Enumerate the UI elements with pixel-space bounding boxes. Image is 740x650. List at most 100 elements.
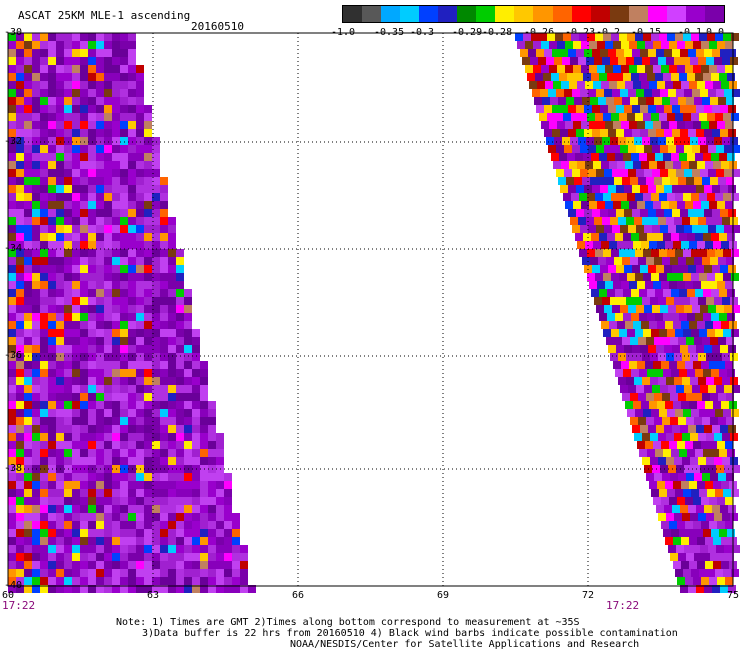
swath-cell xyxy=(128,441,136,449)
swath-cell xyxy=(136,177,144,185)
swath-cell xyxy=(240,577,248,585)
swath-cell xyxy=(730,217,738,225)
swath-cell xyxy=(555,33,563,41)
swath-cell xyxy=(703,449,711,457)
swath-cell xyxy=(714,217,722,225)
swath-cell xyxy=(16,49,24,57)
swath-cell xyxy=(120,409,128,417)
swath-cell xyxy=(80,121,88,129)
swath-cell xyxy=(56,369,64,377)
swath-cell xyxy=(152,161,160,169)
swath-cell xyxy=(611,249,619,257)
swath-cell xyxy=(240,585,248,593)
swath-cell xyxy=(667,489,675,497)
swath-cell xyxy=(24,337,32,345)
swath-cell xyxy=(72,105,80,113)
swath-cell xyxy=(216,553,224,561)
swath-cell xyxy=(611,329,619,337)
swath-cell xyxy=(723,273,731,281)
swath-cell xyxy=(168,305,176,313)
swath-cell xyxy=(216,433,224,441)
swath-cell xyxy=(88,409,96,417)
y-tick-label: -32 xyxy=(4,136,23,147)
swath-cell xyxy=(24,545,32,553)
swath-cell xyxy=(144,297,152,305)
swath-cell xyxy=(48,529,56,537)
swath-cell xyxy=(128,297,136,305)
swath-cell xyxy=(120,57,128,65)
swath-cell xyxy=(24,441,32,449)
swath-cell xyxy=(663,289,671,297)
swath-cell xyxy=(675,489,683,497)
swath-cell xyxy=(120,33,128,41)
swath-cell xyxy=(579,33,587,41)
swath-cell xyxy=(728,129,736,137)
swath-cell xyxy=(24,305,32,313)
swath-cell xyxy=(565,41,573,49)
swath-cell xyxy=(160,513,168,521)
swath-cell xyxy=(112,233,120,241)
swath-cell xyxy=(112,33,120,41)
swath-cell xyxy=(662,257,670,265)
swath-cell xyxy=(8,441,16,449)
swath-cell xyxy=(24,569,32,577)
swath-cell xyxy=(152,417,160,425)
swath-cell xyxy=(232,585,240,593)
swath-cell xyxy=(208,497,216,505)
swath-cell xyxy=(136,89,144,97)
swath-cell xyxy=(120,513,128,521)
swath-cell xyxy=(603,273,611,281)
swath-cell xyxy=(176,569,184,577)
swath-cell xyxy=(658,377,666,385)
swath-cell xyxy=(615,369,623,377)
swath-cell xyxy=(562,57,570,65)
swath-cell xyxy=(80,441,88,449)
swath-cell xyxy=(56,289,64,297)
swath-cell xyxy=(48,497,56,505)
colorbar-swatch xyxy=(476,6,496,22)
swath-cell xyxy=(88,545,96,553)
swath-cell xyxy=(575,153,583,161)
swath-cell xyxy=(568,129,576,137)
swath-cell xyxy=(691,113,699,121)
swath-cell xyxy=(694,553,702,561)
swath-cell xyxy=(725,201,733,209)
swath-cell xyxy=(710,97,718,105)
swath-cell xyxy=(645,441,653,449)
swath-cell xyxy=(639,449,647,457)
swath-cell xyxy=(639,289,647,297)
swath-cell xyxy=(128,265,136,273)
swath-cell xyxy=(650,377,658,385)
swath-cell xyxy=(8,505,16,513)
swath-cell xyxy=(128,233,136,241)
swath-cell xyxy=(144,249,152,257)
swath-cell xyxy=(120,49,128,57)
swath-cell xyxy=(698,297,706,305)
swath-cell xyxy=(613,361,621,369)
swath-cell xyxy=(40,73,48,81)
swath-cell xyxy=(104,353,112,361)
swath-cell xyxy=(605,41,613,49)
swath-cell xyxy=(696,505,704,513)
swath-cell xyxy=(144,553,152,561)
swath-cell xyxy=(674,433,682,441)
swath-cell xyxy=(8,169,16,177)
swath-cell xyxy=(184,497,192,505)
swath-cell xyxy=(671,529,679,537)
swath-cell xyxy=(88,33,96,41)
swath-cell xyxy=(96,481,104,489)
swath-cell xyxy=(56,33,64,41)
swath-cell xyxy=(128,521,136,529)
swath-cell xyxy=(152,433,160,441)
swath-cell xyxy=(32,433,40,441)
swath-cell xyxy=(715,489,723,497)
swath-cell xyxy=(160,193,168,201)
swath-cell xyxy=(702,473,710,481)
swath-cell xyxy=(711,313,719,321)
swath-cell xyxy=(56,425,64,433)
swath-cell xyxy=(680,505,688,513)
swath-cell xyxy=(88,209,96,217)
swath-cell xyxy=(668,305,676,313)
swath-cell xyxy=(192,345,200,353)
swath-cell xyxy=(668,169,676,177)
